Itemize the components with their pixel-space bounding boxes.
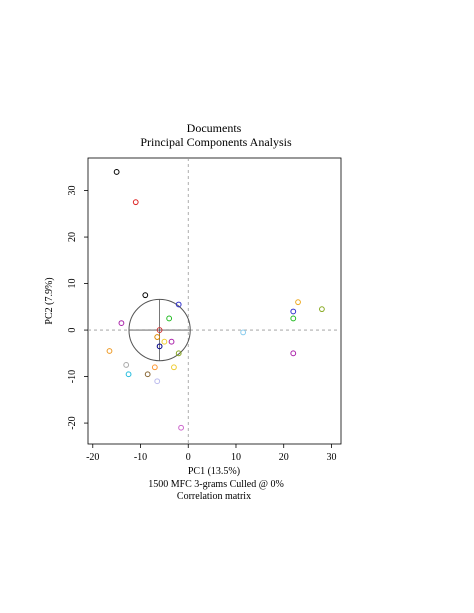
data-point-6 — [118, 320, 125, 326]
data-point-1 — [113, 169, 120, 175]
data-point-9 — [161, 338, 168, 345]
data-point-12 — [175, 350, 182, 357]
caption-line-2: Correlation matrix — [177, 491, 251, 502]
centroid-circle — [128, 298, 191, 362]
x-tick-label: -10 — [134, 452, 147, 463]
y-tick-label: 10 — [67, 279, 78, 289]
data-point-7 — [156, 327, 163, 333]
data-point-22 — [290, 308, 297, 315]
x-tick-label: -20 — [86, 452, 99, 463]
x-tick-label: 30 — [326, 452, 336, 463]
x-tick-label: 10 — [231, 452, 241, 463]
data-point-4 — [175, 301, 182, 308]
data-point-14 — [123, 362, 130, 368]
data-point-8 — [154, 334, 161, 340]
data-point-15 — [151, 364, 158, 371]
y-tick-label: 0 — [67, 328, 78, 333]
y-tick-label: 20 — [67, 232, 78, 242]
data-point-21 — [240, 329, 247, 336]
data-point-5 — [166, 315, 173, 322]
x-axis-label: PC1 (13.5%) — [188, 466, 240, 477]
chart-subtitle: Principal Components Analysis — [140, 135, 292, 149]
caption-line-1: 1500 MFC 3-grams Culled @ 0% — [148, 479, 284, 490]
y-axis-label: PC2 (7.9%) — [44, 277, 55, 324]
reference-lines — [88, 158, 341, 444]
data-point-20 — [178, 424, 184, 431]
x-axis: -20 -10 0 10 20 30 — [86, 444, 336, 463]
data-points — [106, 169, 325, 431]
y-axis: -20 -10 0 10 20 30 — [67, 186, 88, 430]
plot-frame — [87, 157, 342, 445]
y-tick-label: -20 — [67, 416, 78, 429]
data-point-25 — [290, 315, 297, 322]
data-point-23 — [295, 299, 301, 306]
data-point-13 — [106, 348, 113, 354]
x-tick-label: 0 — [186, 452, 191, 463]
chart-title: Documents — [187, 121, 242, 135]
data-point-18 — [144, 371, 151, 378]
data-point-26 — [290, 350, 297, 357]
data-point-2 — [132, 199, 139, 206]
data-point-24 — [319, 306, 325, 313]
data-point-10 — [168, 338, 175, 345]
data-point-17 — [125, 371, 132, 378]
data-point-16 — [171, 364, 177, 371]
data-point-3 — [142, 292, 149, 299]
data-point-11 — [156, 343, 163, 350]
y-tick-label: 30 — [67, 186, 78, 196]
x-tick-label: 20 — [279, 452, 289, 463]
y-tick-label: -10 — [67, 370, 78, 383]
data-point-19 — [154, 378, 161, 385]
